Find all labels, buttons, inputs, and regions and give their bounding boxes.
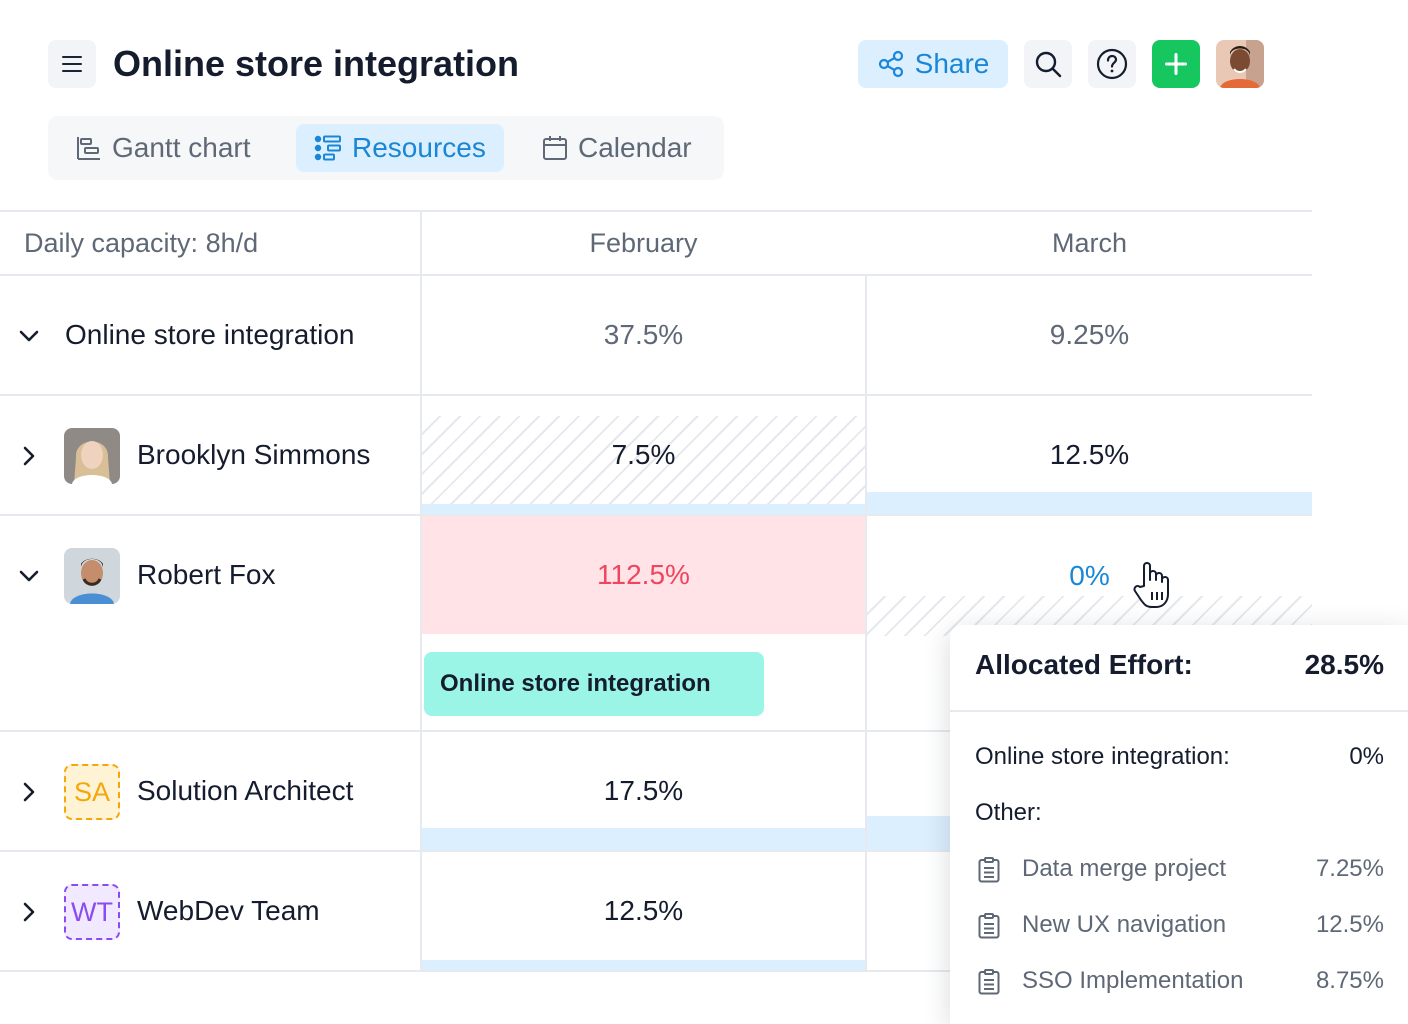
grid-line xyxy=(0,970,950,972)
grid-line xyxy=(0,850,950,852)
chevron-down-icon[interactable] xyxy=(17,324,41,348)
chevron-right-icon[interactable] xyxy=(17,900,41,924)
chevron-down-icon[interactable] xyxy=(17,564,41,588)
grid-line xyxy=(865,274,867,972)
february-value[interactable]: 17.5% xyxy=(603,775,684,806)
team-badge: WT xyxy=(64,884,120,940)
grid-line xyxy=(420,210,422,972)
tab-resources[interactable]: Resources xyxy=(296,124,504,172)
clipboard-icon xyxy=(978,969,1000,995)
grid-line xyxy=(0,730,950,732)
share-label: Share xyxy=(914,48,990,79)
allocation-bar xyxy=(867,816,950,850)
resources-icon xyxy=(314,135,341,161)
item-label: SSO Implementation xyxy=(1022,967,1244,994)
row-name: Brooklyn Simmons xyxy=(137,439,371,470)
row-name: WebDev Team xyxy=(137,895,320,926)
clipboard-icon xyxy=(978,913,1000,939)
february-value[interactable]: 37.5% xyxy=(603,319,684,350)
other-label: Other: xyxy=(975,799,1042,826)
clipboard-icon xyxy=(978,857,1000,883)
grid-line xyxy=(0,274,1312,276)
other-header: Other: xyxy=(975,799,1384,831)
gantt-icon xyxy=(77,137,100,160)
row-name: Robert Fox xyxy=(137,559,276,590)
month-header-february: February xyxy=(589,227,698,258)
tab-calendar[interactable]: Calendar xyxy=(524,124,710,172)
march-value[interactable]: 12.5% xyxy=(1049,439,1130,470)
tab-gantt-chart[interactable]: Gantt chart xyxy=(58,124,269,172)
allocation-bar xyxy=(422,504,865,514)
tab-label: Gantt chart xyxy=(112,132,251,163)
item-value: 7.25% xyxy=(1315,855,1384,882)
plus-icon xyxy=(1165,53,1187,75)
tab-label: Calendar xyxy=(578,132,692,163)
chevron-right-icon[interactable] xyxy=(17,780,41,804)
hatch-pattern xyxy=(422,416,865,504)
project-allocation-row: Online store integration: 0% xyxy=(975,743,1384,775)
item-label: Data merge project xyxy=(1022,855,1227,882)
avatar xyxy=(64,428,120,484)
allocation-bar xyxy=(867,492,1312,514)
item-value: 8.75% xyxy=(1315,967,1384,994)
row-name: Solution Architect xyxy=(137,775,354,806)
chevron-right-icon[interactable] xyxy=(17,444,41,468)
grid-line xyxy=(0,514,1312,516)
tab-label: Resources xyxy=(352,132,486,163)
calendar-icon xyxy=(543,136,567,160)
add-button[interactable] xyxy=(1152,40,1200,88)
allocated-effort-popover: Allocated Effort: 28.5% Online store int… xyxy=(950,625,1408,1024)
list-item[interactable]: New UX navigation 12.5% xyxy=(975,911,1384,943)
share-icon xyxy=(878,50,903,78)
search-icon xyxy=(1035,51,1062,78)
help-icon xyxy=(1096,48,1128,80)
overload-highlight xyxy=(422,516,865,634)
page-title: Online store integration xyxy=(113,43,520,84)
help-button[interactable] xyxy=(1088,40,1136,88)
capacity-label: Daily capacity: 8h/d xyxy=(24,227,259,258)
view-tabs: Gantt chart Resources Calendar xyxy=(48,116,724,180)
row-name: Online store integration xyxy=(65,319,355,350)
menu-icon xyxy=(62,56,82,72)
item-label: New UX navigation xyxy=(1022,911,1227,938)
avatar xyxy=(64,548,120,604)
grid-line xyxy=(0,210,1312,212)
list-item[interactable]: Data merge project 7.25% xyxy=(975,855,1384,887)
allocation-bar xyxy=(422,828,865,850)
project-value: 0% xyxy=(1349,743,1384,770)
february-value[interactable]: 7.5% xyxy=(611,439,676,470)
role-badge: SA xyxy=(64,764,120,820)
february-value[interactable]: 12.5% xyxy=(603,895,684,926)
grid-line xyxy=(0,394,1312,396)
user-avatar[interactable] xyxy=(1216,40,1264,88)
popover-total: 28.5% xyxy=(1304,649,1384,680)
month-header-march: March xyxy=(1051,227,1127,258)
share-button[interactable]: Share xyxy=(858,40,1008,88)
march-value[interactable]: 9.25% xyxy=(1049,319,1130,350)
february-value[interactable]: 112.5% xyxy=(597,559,690,590)
project-label: Online store integration: xyxy=(975,743,1230,770)
march-value[interactable]: 0% xyxy=(1069,560,1110,591)
divider xyxy=(950,710,1408,712)
hand-cursor-icon xyxy=(1133,562,1169,608)
menu-button[interactable] xyxy=(48,40,96,88)
task-bar[interactable]: Online store integration xyxy=(424,652,764,716)
item-value: 12.5% xyxy=(1315,911,1384,938)
popover-title: Allocated Effort: xyxy=(975,649,1193,680)
search-button[interactable] xyxy=(1024,40,1072,88)
allocation-bar xyxy=(422,960,865,970)
list-item[interactable]: SSO Implementation 8.75% xyxy=(975,967,1384,999)
